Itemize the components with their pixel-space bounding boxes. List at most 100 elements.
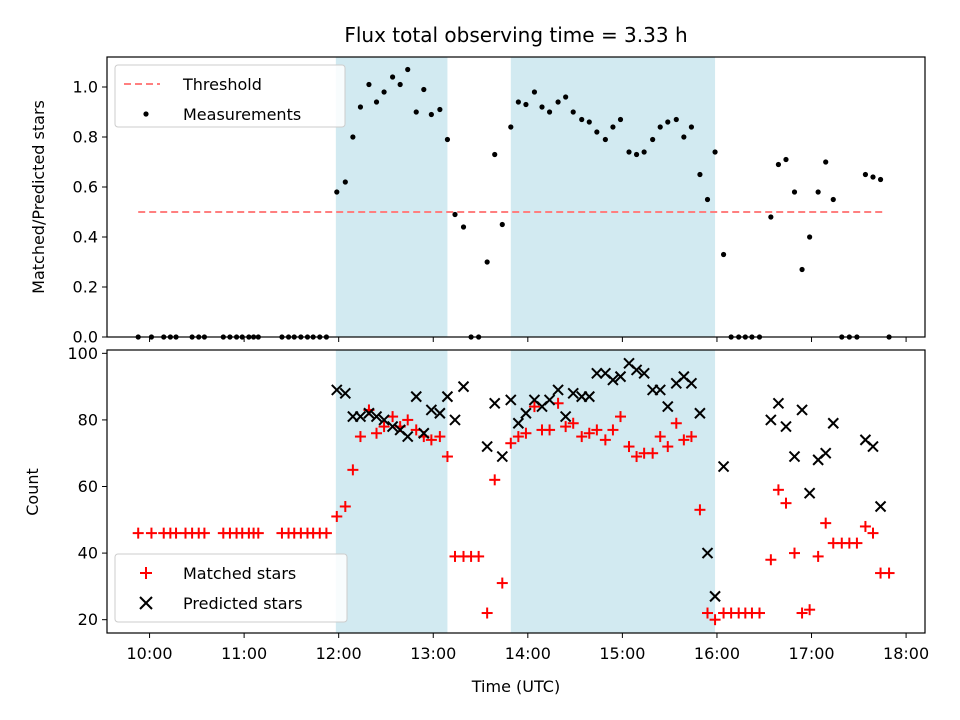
matched-star-point [709, 614, 721, 626]
predicted-star-point [559, 410, 572, 423]
predicted-star-point [638, 367, 650, 380]
predicted-star-point [512, 417, 525, 429]
predicted-star-point [449, 414, 461, 426]
measurements-legend-swatch [143, 111, 149, 117]
matched-star-point [796, 607, 808, 619]
matched-star-point [591, 424, 603, 436]
measurement-point [823, 159, 829, 165]
predicted-stars-legend-swatch [139, 596, 153, 610]
top-plot-frame [106, 56, 926, 338]
predicted-star-point [434, 407, 446, 419]
predicted-star-point [874, 500, 887, 513]
measurement-point [421, 86, 427, 93]
top-y-tick-label: 0.0 [73, 328, 98, 347]
measurement-point [555, 99, 561, 105]
measurement-point [397, 81, 403, 88]
top-y-tick-label: 0.6 [73, 178, 98, 197]
measurement-point [862, 171, 869, 178]
top-y-tick-label: 1.0 [73, 78, 98, 97]
predicted-star-point [788, 450, 801, 463]
matched-star-point [425, 434, 437, 446]
bottom-y-axis-label: Count [23, 468, 42, 516]
predicted-star-point [386, 420, 399, 433]
matched-star-point [614, 411, 626, 423]
predicted-star-point [410, 390, 422, 403]
matched-star-point [867, 527, 879, 539]
measurement-point [610, 124, 616, 130]
predicted-star-point [662, 400, 674, 413]
x-tick-label: 18:00 [883, 644, 929, 663]
top-observing-window-1 [335, 57, 448, 337]
measurement-point [704, 196, 711, 203]
predicted-star-point [339, 387, 352, 399]
x-tick-label: 11:00 [221, 644, 267, 663]
matched-star-point [631, 451, 643, 463]
predicted-star-point [796, 404, 808, 416]
matched-star-point [754, 607, 766, 619]
top-plot-panel: 0.0 0.2 0.4 0.6 0.8 1.0 Matched/Predicted sta… [29, 56, 926, 347]
predicted-star-point [709, 590, 721, 603]
measurement-point [594, 129, 600, 135]
matched-star-point [441, 451, 453, 463]
matched-star-point [883, 567, 895, 579]
predicted-star-point [402, 430, 414, 443]
top-y-axis-label: Matched/Predicted stars [29, 100, 48, 294]
measurement-point [768, 214, 774, 220]
predicted-star-point [701, 547, 714, 559]
matched-star-point [331, 510, 343, 522]
predicted-star-point [543, 394, 556, 406]
matched-star-point [528, 401, 540, 413]
x-tick-label: 15:00 [599, 644, 645, 663]
predicted-star-point [567, 387, 579, 399]
measurement-point [570, 109, 576, 115]
measurement-point [870, 174, 876, 180]
predicted-star-point [685, 377, 698, 390]
matched-star-point [198, 527, 210, 539]
measurement-point [452, 211, 458, 218]
measurement-point [492, 151, 498, 158]
matched-star-point [434, 431, 446, 443]
matched-star-point [512, 431, 524, 443]
measurement-point [413, 109, 419, 115]
predicted-star-point [441, 390, 454, 403]
top-legend: Threshold Measurements [114, 64, 346, 128]
matched-star-point [662, 441, 674, 453]
measurement-point [815, 189, 821, 195]
matched-stars-legend-swatch [140, 567, 152, 579]
predicted-star-point [765, 414, 777, 426]
matched-star-point [599, 434, 611, 446]
matched-star-point [378, 421, 390, 433]
measurement-point [484, 259, 490, 265]
matched-star-point [607, 424, 619, 436]
predicted-star-point [803, 487, 816, 499]
measurement-point [460, 224, 467, 230]
measurement-point [877, 176, 884, 183]
predicted-star-point [496, 450, 508, 463]
matched-star-point [780, 497, 792, 509]
predicted-star-point [583, 390, 595, 403]
measurement-point [641, 149, 647, 155]
matched-star-point [576, 431, 588, 443]
matched-star-point [387, 411, 399, 423]
matched-stars-legend-label: Matched stars [183, 564, 296, 583]
top-y-tick-label: 0.4 [73, 228, 98, 247]
threshold-legend-label: Threshold [182, 75, 262, 94]
measurement-point [563, 94, 569, 100]
matched-star-point [812, 550, 824, 562]
predicted-star-point [780, 420, 792, 433]
matched-star-point [567, 417, 579, 429]
top-y-tick-label: 0.8 [73, 128, 98, 147]
matched-star-point [170, 527, 182, 539]
matched-star-point [583, 427, 595, 439]
predicted-star-point [489, 397, 501, 409]
x-tick-label: 16:00 [694, 644, 740, 663]
measurement-point [720, 251, 727, 258]
measurement-point [428, 111, 434, 118]
measurement-point [405, 66, 411, 73]
measurement-point [523, 101, 529, 108]
measurement-point [508, 124, 514, 130]
top-y-tick-label: 0.2 [73, 278, 98, 297]
predicted-star-point [354, 410, 367, 423]
matched-star-point [132, 527, 144, 539]
measurement-point [650, 136, 656, 143]
